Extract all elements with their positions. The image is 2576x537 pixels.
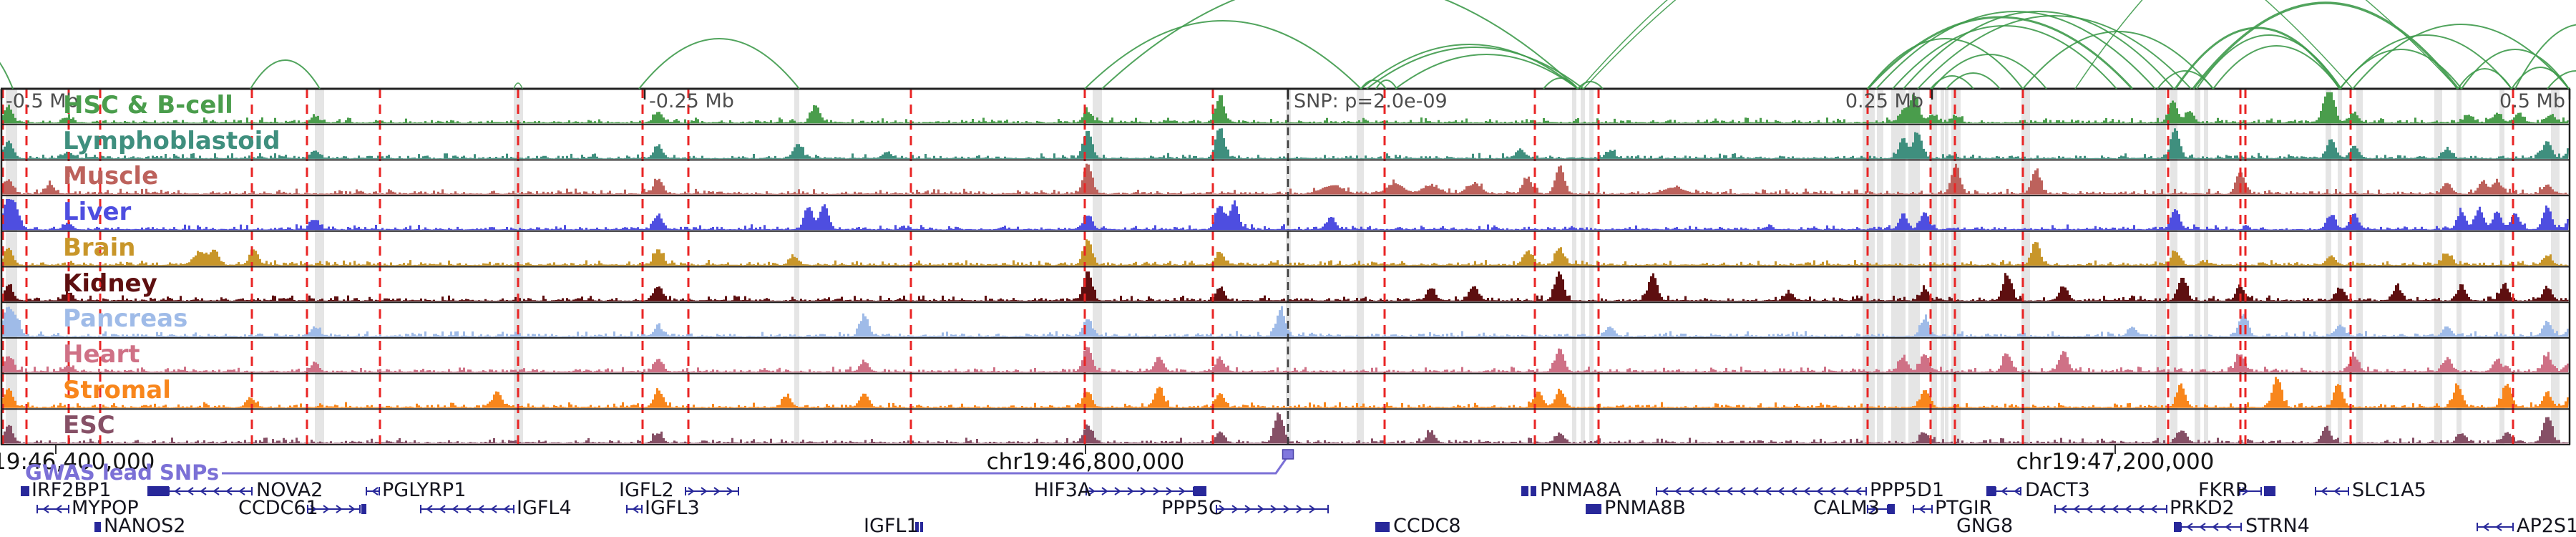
gene-mypop [36,505,69,513]
gene-label-igfl4: IGFL4 [517,497,572,519]
gene-label-ap2s1: AP2S1 [2517,515,2576,537]
track-label-muscle: Muscle [63,162,159,191]
axis-label-minus-0-25mb: -0.25 Mb [649,90,734,112]
signal-kidney [1,271,2569,301]
gene-ap2s1 [2477,523,2514,531]
axis-label-plus-0-25mb: 0.25 Mb [1845,90,1923,112]
track-label-esc: ESC [63,411,115,440]
gwas-track [222,449,1294,475]
gene-label-prkd2: PRKD2 [2170,497,2235,519]
gene-label-strn4: STRN4 [2245,515,2310,537]
signal-lymphoblastoid [1,128,2569,159]
gene-label-ptgir: PTGIR [1935,497,1993,519]
snp-pvalue-label: SNP: p=2.0e-09 [1294,90,1448,112]
gene-label-pglyrp1: PGLYRP1 [382,479,467,501]
gene-label-hif3a: HIF3A [1034,479,1091,501]
gene-label-igfl1: IGFL1 [864,515,919,537]
axis-ticks [0,89,2571,454]
track-label-hsc-b-cell: HSC & B-cell [63,91,233,120]
signal-esc [1,412,2569,444]
track-label-kidney: Kidney [63,268,157,298]
track-label-heart: Heart [63,339,140,369]
gene-igfl2 [685,487,739,495]
gene-label-slc1a5: SLC1A5 [2352,479,2426,501]
track-label-lymphoblastoid: Lymphoblastoid [63,126,280,155]
signal-hsc-b-cell [1,92,2569,124]
gene-label-fkrp: FKRP [2198,479,2248,501]
gene-glyphs [21,486,2514,532]
gwas-lead-snps-label: GWAS lead SNPs [25,460,220,485]
gene-fkrp [2239,486,2275,496]
gene-label-igfl3: IGFL3 [645,497,700,519]
gene-label-ccdc8: CCDC8 [1393,515,1461,537]
gene-label-calm3: CALM3 [1813,497,1880,519]
gene-prkd2 [2054,505,2167,513]
gene-ppp5d1 [1656,487,1867,495]
gene-pnma8a [1521,486,1536,496]
gene-slc1a5 [2315,487,2349,495]
gene-label-nanos2: NANOS2 [104,515,186,537]
gene-label-ppp5c: PPP5C [1161,497,1222,519]
signal-pancreas [1,306,2569,337]
gene-strn4 [2174,522,2242,532]
gene-label-irf2bp1: IRF2BP1 [31,479,112,501]
gene-ccdc61 [307,504,366,514]
gene-hif3a [1085,486,1206,496]
gene-igfl1 [915,522,923,532]
gene-calm3 [1867,504,1895,514]
track-label-stromal: Stromal [63,375,171,405]
gene-pglyrp1 [366,487,380,495]
interaction-arcs [0,0,2576,90]
gene-pnma8b [1586,504,1601,514]
signal-heart [1,347,2569,373]
gene-label-nova2: NOVA2 [256,479,323,501]
track-label-liver: Liver [63,198,132,227]
gene-irf2bp1 [21,486,29,496]
signal-liver [1,199,2569,231]
track-label-pancreas: Pancreas [63,304,188,334]
track-label-brain: Brain [63,233,136,262]
gene-label-pnma8a: PNMA8A [1540,479,1621,501]
gene-label-gng8: GNG8 [1956,515,2014,537]
track-borders [0,87,2571,445]
gwas-lead-snp-marker [1282,449,1294,460]
gene-label-ccdc61: CCDC61 [238,497,318,519]
signal-tracks [1,92,2569,444]
gene-dact3 [1986,486,2021,496]
coord-label-46400000: chr19:46,400,000 [0,449,155,475]
gene-label-ppp5d1: PPP5D1 [1870,479,1944,501]
gene-nova2 [147,486,253,496]
gene-igfl3 [626,505,643,513]
gene-ptgir [1913,505,1933,513]
signal-brain [1,239,2569,266]
axis-label-plus-0-5mb: 0.5 Mb [2499,90,2565,112]
signal-stromal [1,377,2569,408]
gene-label-pnma8b: PNMA8B [1604,497,1686,519]
gene-label-igfl2: IGFL2 [619,479,674,501]
gene-igfl4 [420,505,514,513]
signal-muscle [1,163,2569,195]
gene-ppp5c [1216,505,1329,513]
gene-label-dact3: DACT3 [2025,479,2090,501]
coord-label-47200000: chr19:47,200,000 [2016,449,2215,475]
gene-label-mypop: MYPOP [72,497,139,519]
gene-nanos2 [94,522,101,532]
gene-ccdc8 [1375,522,1390,532]
coord-label-46800000: chr19:46,800,000 [986,449,1185,475]
axis-label-minus-0-5mb: -0.5 Mb [6,90,79,112]
